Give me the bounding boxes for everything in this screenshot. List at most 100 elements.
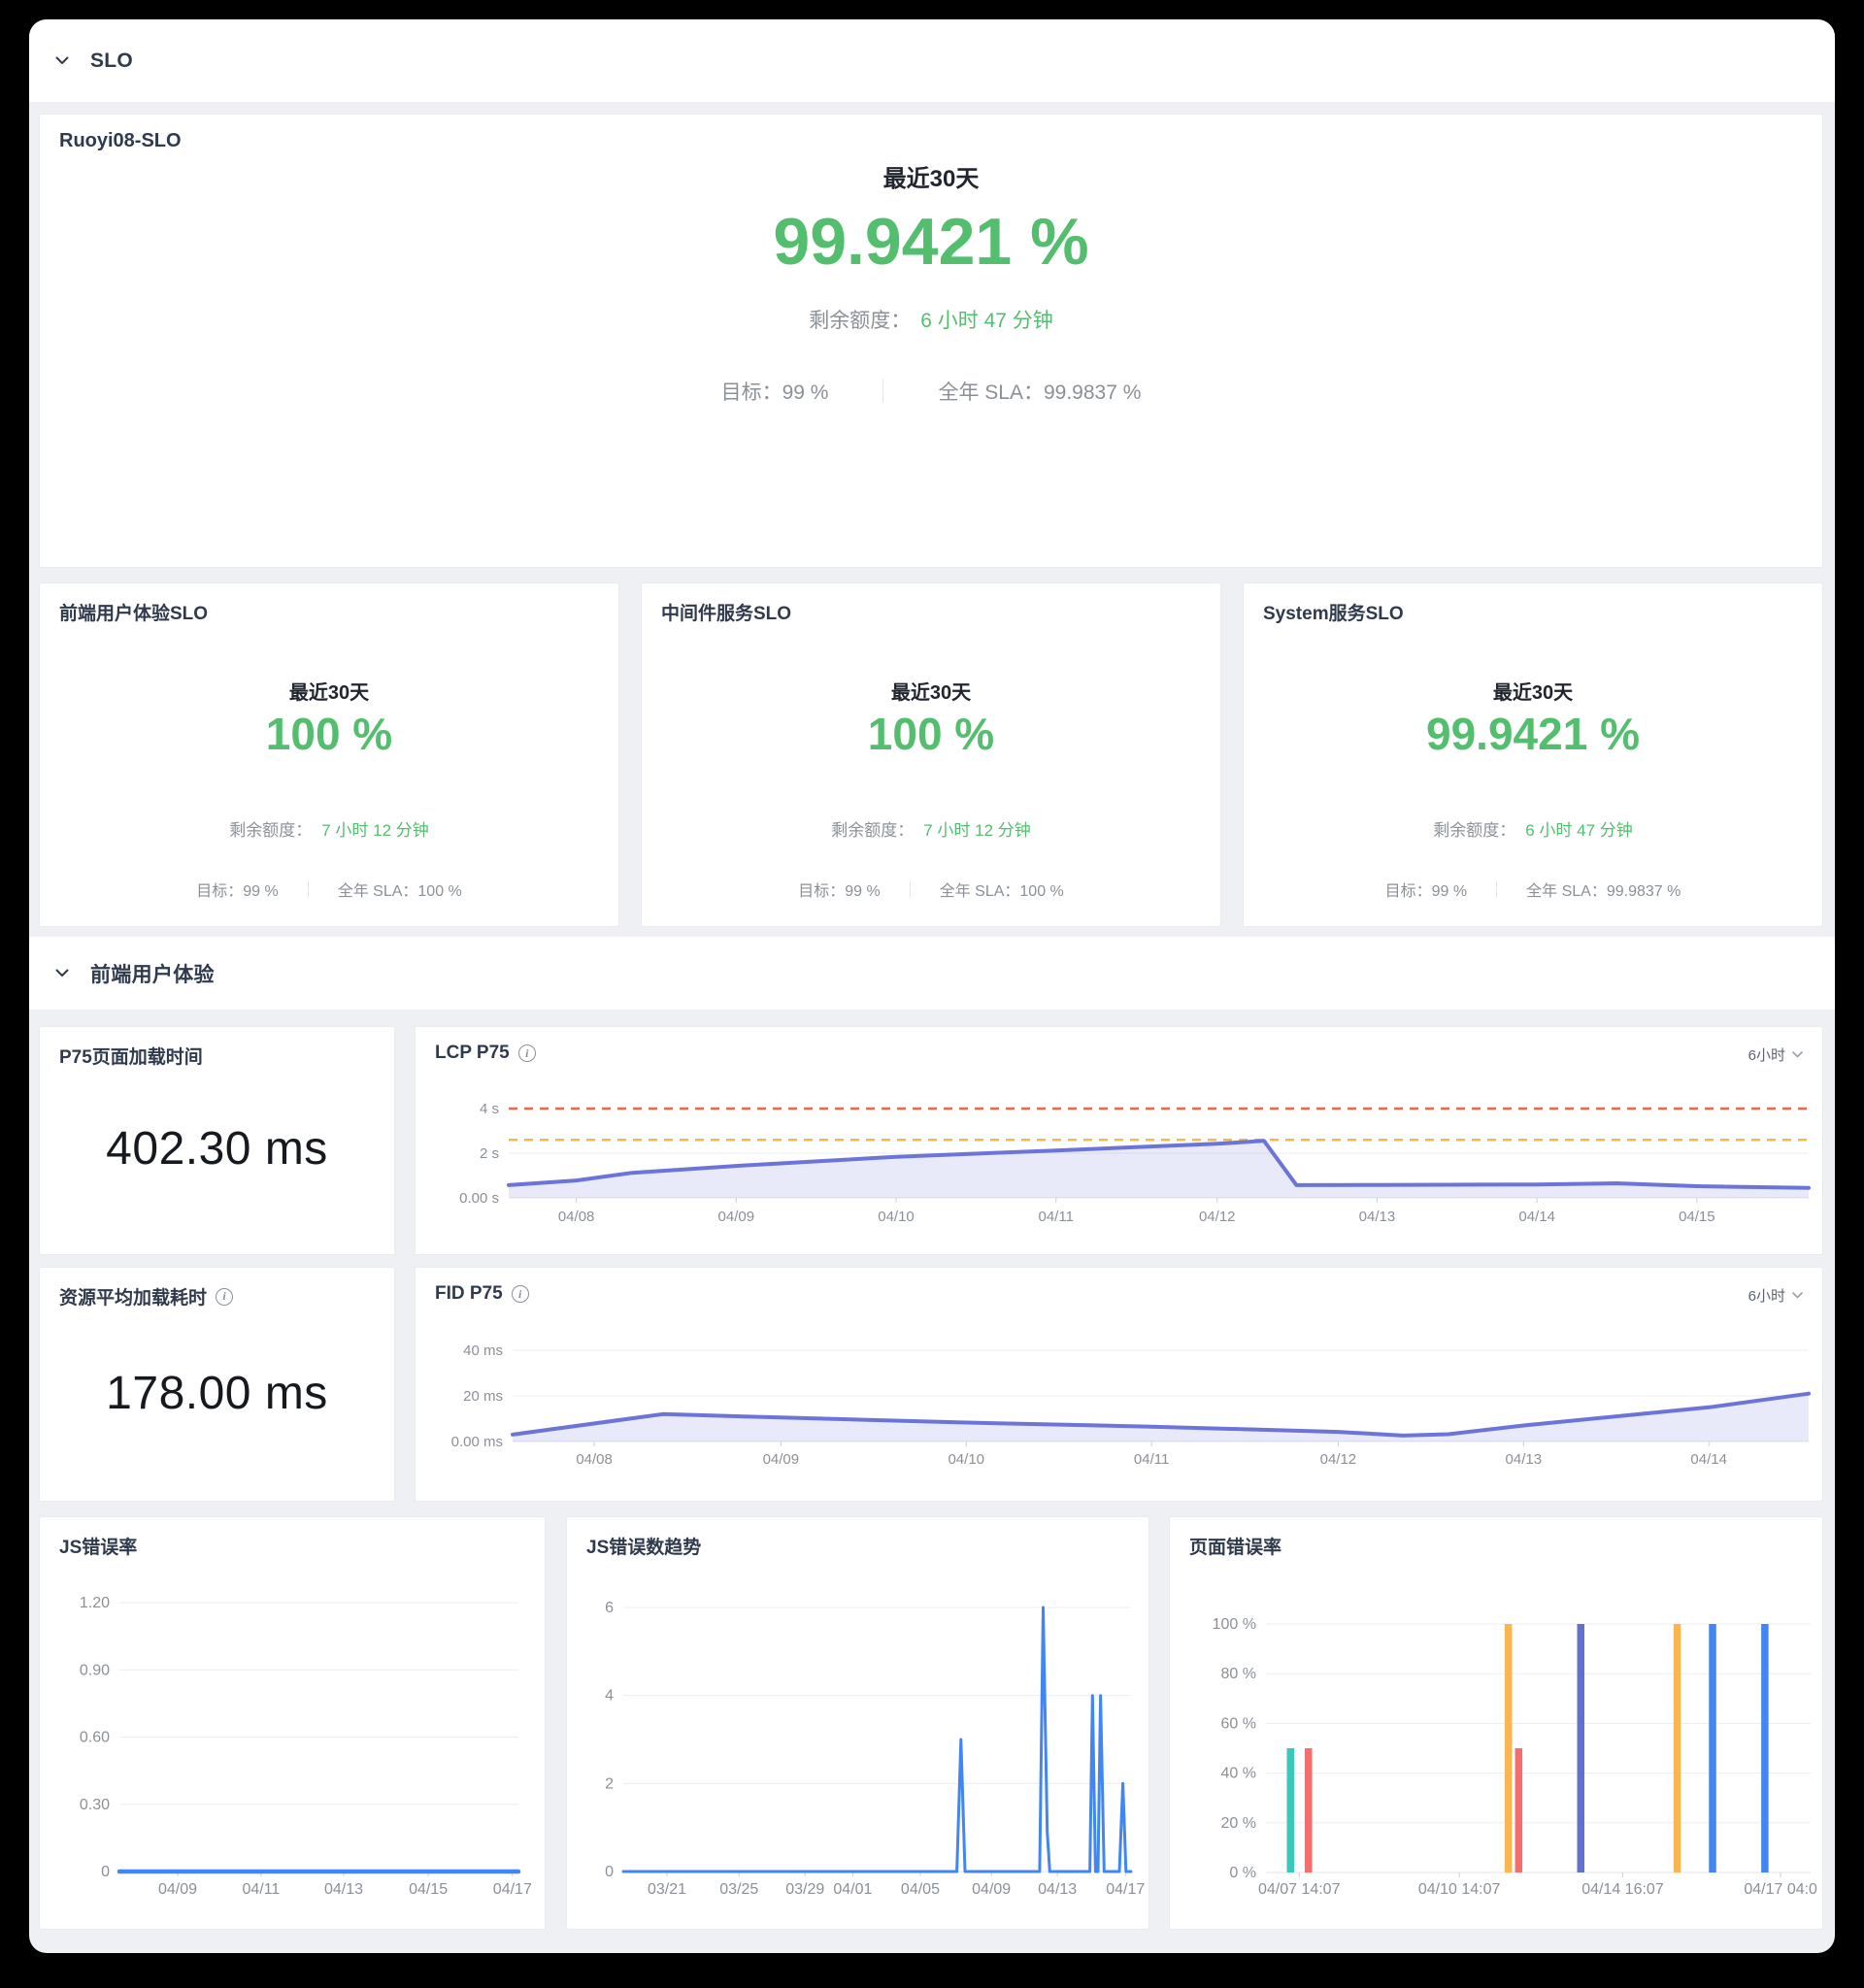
- y-axis-label: 0.90: [80, 1662, 110, 1678]
- main-slo-period: 最近30天: [882, 166, 980, 192]
- x-axis-label: 04/09: [718, 1209, 755, 1225]
- chart-bar: [1305, 1748, 1313, 1872]
- slo-card-value: 100 %: [867, 709, 995, 759]
- main-slo-quota: 剩余额度： 6 小时 47 分钟: [40, 305, 1822, 334]
- p75-load-time-card: P75页面加载时间 402.30 ms: [39, 1026, 395, 1255]
- slo-card-value: 100 %: [265, 709, 393, 759]
- chart-area-fill: [513, 1393, 1809, 1441]
- slo-card-target-row: 目标：99 % 全年 SLA：100 %: [642, 878, 1220, 901]
- lcp-p75-chart: 0.00 s 2 s 4 s 04/08 04/09 04/10 04/11 04/12 04/…: [459, 1101, 1811, 1225]
- fid-p75-title-text: FID P75: [435, 1283, 503, 1304]
- y-axis-label: 20 ms: [463, 1388, 503, 1405]
- slo-card-period: 最近30天: [1492, 682, 1574, 704]
- chevron-down-icon: [1792, 1051, 1803, 1058]
- fid-range-selector[interactable]: 6小时: [1748, 1285, 1803, 1306]
- js-error-count-chart: 0 2 4 6 03/21 03/25 03/29 04/01 04/05 04/09 04/13 0…: [605, 1600, 1145, 1898]
- lcp-p75-title: LCP P75 i: [435, 1043, 536, 1064]
- js-error-count-title: JS错误数趋势: [586, 1538, 702, 1558]
- chart-series-line: [507, 1139, 1811, 1190]
- y-axis-label: 40 %: [1221, 1766, 1256, 1782]
- slo-card-quota: 剩余额度： 6 小时 47 分钟: [1244, 816, 1822, 841]
- x-axis-label: 04/09: [158, 1881, 197, 1898]
- sla-label: 全年 SLA：99.9837 %: [1526, 883, 1681, 900]
- y-axis-label: 6: [605, 1600, 614, 1616]
- y-axis-label: 0: [605, 1864, 614, 1880]
- quota-value: 6 小时 47 分钟: [920, 310, 1053, 332]
- x-axis-label: 04/14: [1518, 1209, 1555, 1225]
- divider: [307, 880, 309, 898]
- x-axis-label: 04/01: [833, 1881, 872, 1898]
- quota-label: 剩余额度：: [1433, 821, 1516, 840]
- resource-load-time-title-text: 资源平均加载耗时: [59, 1288, 208, 1309]
- sla-label: 全年 SLA：100 %: [939, 883, 1064, 900]
- info-icon[interactable]: i: [517, 1044, 536, 1062]
- y-axis-label: 60 %: [1221, 1715, 1256, 1732]
- chart-bar: [1761, 1624, 1769, 1872]
- slo-section-title: SLO: [90, 49, 134, 72]
- x-axis-label: 04/14: [1690, 1451, 1727, 1468]
- x-axis-label: 04/15: [409, 1881, 448, 1898]
- y-axis-label: 4: [605, 1688, 614, 1705]
- slo-card-system: System服务SLO 最近30天 99.9421 % 剩余额度： 6 小时 47…: [1243, 582, 1823, 927]
- x-axis-label: 04/10: [948, 1451, 984, 1468]
- sla-label: 全年 SLA：99.9837 %: [938, 381, 1142, 404]
- info-icon[interactable]: i: [216, 1287, 234, 1306]
- p75-load-time-value: 402.30 ms: [106, 1123, 328, 1175]
- slo-card-value: 99.9421 %: [1426, 709, 1640, 759]
- chart-bar: [1577, 1624, 1585, 1872]
- quota-value: 6 小时 47 分钟: [1525, 821, 1633, 840]
- range-value: 6小时: [1748, 1047, 1785, 1064]
- y-axis-label: 2 s: [480, 1145, 499, 1162]
- x-axis-label: 04/14 16:07: [1581, 1881, 1664, 1898]
- divider: [882, 380, 884, 403]
- x-axis-label: 04/12: [1199, 1209, 1236, 1225]
- chart-series-line: [621, 1606, 1133, 1873]
- chart-bar: [1504, 1624, 1513, 1872]
- slo-card-target-row: 目标：99 % 全年 SLA：100 %: [40, 878, 618, 901]
- x-axis-label: 04/08: [558, 1209, 595, 1225]
- chart-bar: [1514, 1748, 1523, 1872]
- lcp-p75-title-text: LCP P75: [435, 1043, 510, 1063]
- x-axis-label: 04/11: [1134, 1451, 1169, 1468]
- js-error-count-card: JS错误数趋势 0 2 4 6 03/21 03/25 03/29 04/01 04/05 04/…: [566, 1516, 1149, 1930]
- lcp-range-selector[interactable]: 6小时: [1748, 1044, 1803, 1065]
- js-error-rate-title: JS错误率: [59, 1538, 138, 1558]
- quota-value: 7 小时 12 分钟: [923, 821, 1031, 840]
- x-axis-label: 04/10 14:07: [1418, 1881, 1501, 1898]
- chevron-down-icon: [1792, 1292, 1803, 1299]
- info-icon[interactable]: i: [511, 1285, 529, 1303]
- page-error-rate-card: 页面错误率 0 % 20 % 40 % 60 % 80 % 100 % 04/07 14:0…: [1169, 1516, 1823, 1930]
- slo-section-header[interactable]: SLO: [29, 19, 1835, 102]
- fid-p75-title: FID P75 i: [435, 1283, 529, 1305]
- x-axis-label: 04/11: [242, 1881, 280, 1898]
- slo-card-period: 最近30天: [288, 682, 370, 704]
- js-error-rate-chart: 0 0.30 0.60 0.90 1.20 04/09 04/11 04/13 04/15 04/…: [80, 1595, 532, 1898]
- x-axis-label: 04/13: [1506, 1451, 1543, 1468]
- chevron-down-icon: [55, 56, 69, 65]
- slo-card-frontend: 前端用户体验SLO 最近30天 100 % 剩余额度： 7 小时 12 分钟 目标…: [39, 582, 619, 927]
- slo-card-target-row: 目标：99 % 全年 SLA：99.9837 %: [1244, 878, 1822, 901]
- y-axis-label: 100 %: [1213, 1616, 1256, 1633]
- x-axis-label: 04/17 04:0: [1744, 1881, 1817, 1898]
- x-axis-label: 03/25: [719, 1881, 758, 1898]
- x-axis-label: 04/07 14:07: [1258, 1881, 1341, 1898]
- x-axis-label: 04/15: [1679, 1209, 1715, 1225]
- chevron-down-icon: [55, 969, 69, 977]
- sla-label: 全年 SLA：100 %: [337, 883, 462, 900]
- frontend-section-header[interactable]: 前端用户体验: [29, 937, 1835, 1010]
- quota-value: 7 小时 12 分钟: [321, 821, 429, 840]
- slo-card-period: 最近30天: [890, 682, 972, 704]
- slo-card-title: System服务SLO: [1263, 604, 1404, 624]
- chart-area-fill: [509, 1141, 1809, 1198]
- y-axis-label: 0: [101, 1864, 110, 1880]
- resource-load-time-value: 178.00 ms: [106, 1368, 328, 1419]
- main-slo-target-row: 目标：99 % 全年 SLA：99.9837 %: [40, 377, 1822, 406]
- y-axis-label: 20 %: [1221, 1815, 1256, 1832]
- x-axis-label: 04/08: [576, 1451, 613, 1468]
- x-axis-label: 04/13: [1359, 1209, 1396, 1225]
- x-axis-label: 04/05: [901, 1881, 940, 1898]
- dashboard: SLO Ruoyi08-SLO 最近30天 99.9421 % 剩余额度： 6 小…: [29, 19, 1835, 1953]
- main-slo-name: Ruoyi08-SLO: [59, 130, 182, 151]
- x-axis-label: 04/13: [1038, 1881, 1077, 1898]
- y-axis-label: 0.30: [80, 1797, 110, 1813]
